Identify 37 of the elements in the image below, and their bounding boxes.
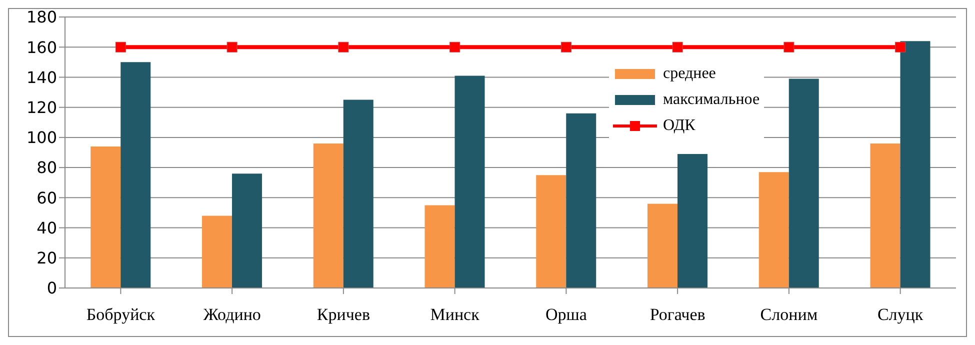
- x-tick-label: Рогачев: [650, 305, 706, 324]
- bar: [900, 41, 930, 288]
- bar: [758, 172, 789, 288]
- legend-label: ОДК: [663, 117, 696, 135]
- y-tick-label: 180: [26, 8, 57, 27]
- bar: [343, 100, 374, 288]
- x-tick-label: Слуцк: [877, 305, 924, 324]
- bar: [870, 143, 900, 288]
- bar: [566, 113, 596, 288]
- legend-label: максимальное: [663, 91, 760, 109]
- bar: [313, 143, 344, 288]
- bar: [202, 216, 232, 288]
- x-tick-label: Кричев: [316, 305, 370, 324]
- bar: [90, 146, 121, 288]
- x-tick-label: Слоним: [760, 305, 818, 324]
- y-tick-label: 0: [46, 278, 57, 298]
- bar: [120, 62, 151, 288]
- bar: [536, 175, 566, 288]
- bar: [424, 205, 455, 288]
- y-tick-label: 40: [36, 218, 57, 238]
- bar: [232, 174, 262, 288]
- y-tick-label: 20: [36, 248, 57, 268]
- legend-label: среднее: [663, 65, 716, 83]
- x-tick-label: Орша: [545, 305, 588, 324]
- bar: [647, 204, 678, 288]
- x-tick-label: Бобруйск: [86, 305, 156, 324]
- bar: [788, 78, 819, 288]
- y-tick-label: 60: [36, 188, 57, 208]
- y-tick-label: 80: [36, 158, 57, 178]
- x-tick-label: Жодино: [203, 305, 261, 324]
- y-tick-label: 120: [26, 98, 57, 118]
- bar: [454, 76, 485, 288]
- bar: [677, 154, 708, 288]
- y-tick-label: 160: [26, 38, 57, 57]
- y-tick-label: 100: [26, 128, 57, 148]
- y-tick-label: 140: [26, 68, 57, 87]
- x-tick-label: Минск: [430, 305, 480, 324]
